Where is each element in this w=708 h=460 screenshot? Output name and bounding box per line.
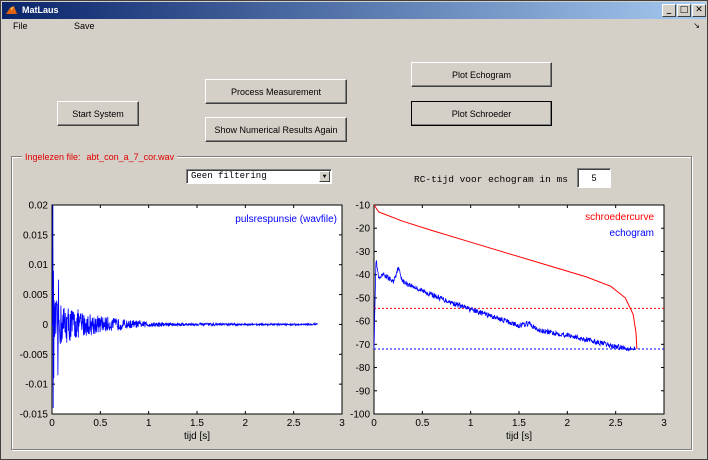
menu-save[interactable]: Save [74,21,95,31]
y-tick-label: -30 [356,247,371,258]
schroeder-echogram-chart: 0 0.5 1 1.5 2 2.5 3 -10 -20 -30 -40 -50 -60 -70 -80 -90… [350,201,667,443]
plot-echogram-label: Plot Echogram [451,69,512,80]
menu-bar: File Save ↘ [2,19,706,34]
y-tick-label: 0.01 [29,260,49,271]
menu-overflow-arrow-icon[interactable]: ↘ [693,21,700,30]
x-tick-label: 2 [243,418,249,429]
file-panel [11,156,692,450]
legend-echogram: echogram [610,228,654,239]
y-tick-label: -20 [356,224,371,235]
y-tick-label: -50 [356,293,371,304]
y-tick-label: 0.02 [29,201,49,212]
plot-area [51,204,343,415]
close-button[interactable]: ✕ [692,4,706,17]
process-measurement-button[interactable]: Process Measurement [205,79,347,104]
x-tick-label: 1 [146,418,152,429]
plot-schroeder-label: Plot Schroeder [451,108,512,119]
chevron-down-icon[interactable]: ▼ [319,171,330,182]
series-line-pulse-response [51,204,319,409]
x-tick-label: 2.5 [609,418,623,429]
show-numerical-results-button[interactable]: Show Numerical Results Again [205,117,347,142]
y-tick-label: -100 [350,410,370,421]
y-tick-label: -0.015 [20,410,49,421]
y-tick-label: -0.005 [20,350,49,361]
y-tick-label: -60 [356,317,371,328]
y-tick-label: -70 [356,340,371,351]
y-tick-label: -80 [356,363,371,374]
x-tick-label: 1 [468,418,474,429]
y-tick-label: 0.005 [23,290,48,301]
x-tick-label: 3 [661,418,667,429]
x-axis-label: tijd [s] [506,431,532,442]
matlab-logo-icon [6,6,17,14]
y-tick-label: -10 [356,201,371,212]
x-tick-label: 1.5 [512,418,526,429]
rc-time-label: RC-tijd voor echogram in ms [414,174,568,185]
maximize-button[interactable]: □ [677,4,691,17]
file-panel-label: Ingelezen file: abt_con_a_7_cor.wav [22,152,178,162]
x-tick-label: 2 [565,418,571,429]
show-numerical-results-label: Show Numerical Results Again [214,124,338,135]
legend-pulse-response: pulsrespunsie (wavfile) [235,214,337,225]
y-tick-label: -40 [356,270,371,281]
plot-echogram-button[interactable]: Plot Echogram [411,62,552,87]
process-measurement-label: Process Measurement [230,86,322,97]
start-system-label: Start System [72,108,124,119]
menu-file[interactable]: File [13,21,28,31]
x-axis-label: tijd [s] [184,431,210,442]
minimize-button[interactable]: _ [662,4,676,17]
x-tick-label: 0 [49,418,55,429]
plot-schroeder-button[interactable]: Plot Schroeder [411,101,552,126]
series-line-schroedercurve [373,204,638,350]
y-tick-label: -90 [356,386,371,397]
y-tick-label: 0.015 [23,230,48,241]
x-tick-label: 0.5 [93,418,107,429]
x-tick-label: 0.5 [415,418,429,429]
start-system-button[interactable]: Start System [57,101,139,126]
window-title: MatLaus [22,5,59,15]
x-tick-label: 3 [339,418,345,429]
x-tick-label: 2.5 [287,418,301,429]
y-tick-label: -0.01 [25,380,48,391]
file-name: abt_con_a_7_cor.wav [86,152,175,162]
filter-select-value: Geen filtering [191,171,267,181]
legend-schroedercurve: schroedercurve [585,212,654,223]
filter-select[interactable]: Geen filtering ▼ [186,169,332,184]
series-line-echogram [373,259,636,352]
file-label-text: Ingelezen file: [25,152,81,162]
x-tick-label: 0 [371,418,377,429]
plot-area [373,204,665,415]
x-tick-label: 1.5 [190,418,204,429]
y-tick-label: 0 [42,320,48,331]
rc-time-input[interactable]: 5 [577,168,611,188]
title-bar[interactable]: MatLaus _ □ ✕ [2,2,706,19]
pulse-response-chart: 0 0.5 1 1.5 2 2.5 3 0.02 0.015 0.01 0.005 0 -0.005 -0… [20,201,346,443]
